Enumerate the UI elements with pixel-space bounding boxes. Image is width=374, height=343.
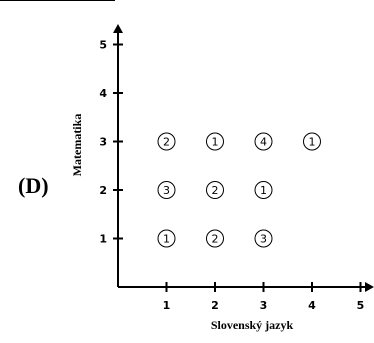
data-point: 1 — [157, 229, 176, 248]
x-axis-arrow — [365, 282, 374, 292]
point-count-label: 1 — [260, 184, 267, 197]
point-circle — [206, 132, 224, 151]
point-circle — [157, 132, 176, 151]
point-count-label: 1 — [163, 233, 170, 246]
x-tick-label: 4 — [308, 299, 316, 312]
point-circle — [157, 229, 176, 248]
point-count-label: 3 — [260, 233, 267, 246]
point-circle — [157, 181, 176, 199]
panel-label: (D) — [18, 173, 49, 198]
x-tick-label: 5 — [357, 299, 365, 312]
data-point: 1 — [254, 181, 273, 199]
point-circle — [254, 181, 273, 199]
point-count-label: 1 — [212, 136, 219, 149]
point-circle — [206, 181, 224, 199]
point-count-label: 2 — [212, 184, 219, 197]
point-count-label: 2 — [163, 136, 170, 149]
y-tick-label: 5 — [99, 39, 107, 52]
x-tick-label: 3 — [260, 299, 268, 312]
data-point: 3 — [254, 229, 273, 248]
point-count-label: 1 — [309, 136, 316, 149]
data-point: 2 — [206, 229, 224, 248]
y-tick-label: 1 — [99, 233, 107, 246]
data-point: 1 — [303, 132, 321, 151]
x-tick-label: 2 — [211, 299, 219, 312]
top-rule — [0, 0, 115, 1]
data-point: 4 — [254, 132, 273, 151]
point-circle — [206, 229, 224, 248]
data-point: 1 — [206, 132, 224, 151]
y-axis-title: Matematika — [70, 114, 84, 177]
point-circle — [303, 132, 321, 151]
y-tick-label: 3 — [99, 136, 107, 149]
point-circle — [254, 132, 273, 151]
data-point: 2 — [157, 132, 176, 151]
y-tick-label: 4 — [99, 87, 107, 100]
axes — [113, 24, 374, 292]
data-point: 2 — [206, 181, 224, 199]
point-count-label: 3 — [163, 184, 170, 197]
x-tick-label: 1 — [163, 299, 171, 312]
y-tick-label: 2 — [99, 184, 107, 197]
point-circle — [254, 229, 273, 248]
point-count-label: 4 — [260, 136, 267, 149]
data-marks: 1 2 3 3 2 1 2 1 4 1 — [157, 132, 321, 248]
x-axis-title: Slovenský jazyk — [211, 318, 294, 332]
y-axis-arrow — [113, 24, 123, 33]
point-count-label: 2 — [212, 233, 219, 246]
ticks: 1 2 3 4 5 1 2 3 4 5 — [99, 39, 364, 313]
data-point: 3 — [157, 181, 176, 199]
